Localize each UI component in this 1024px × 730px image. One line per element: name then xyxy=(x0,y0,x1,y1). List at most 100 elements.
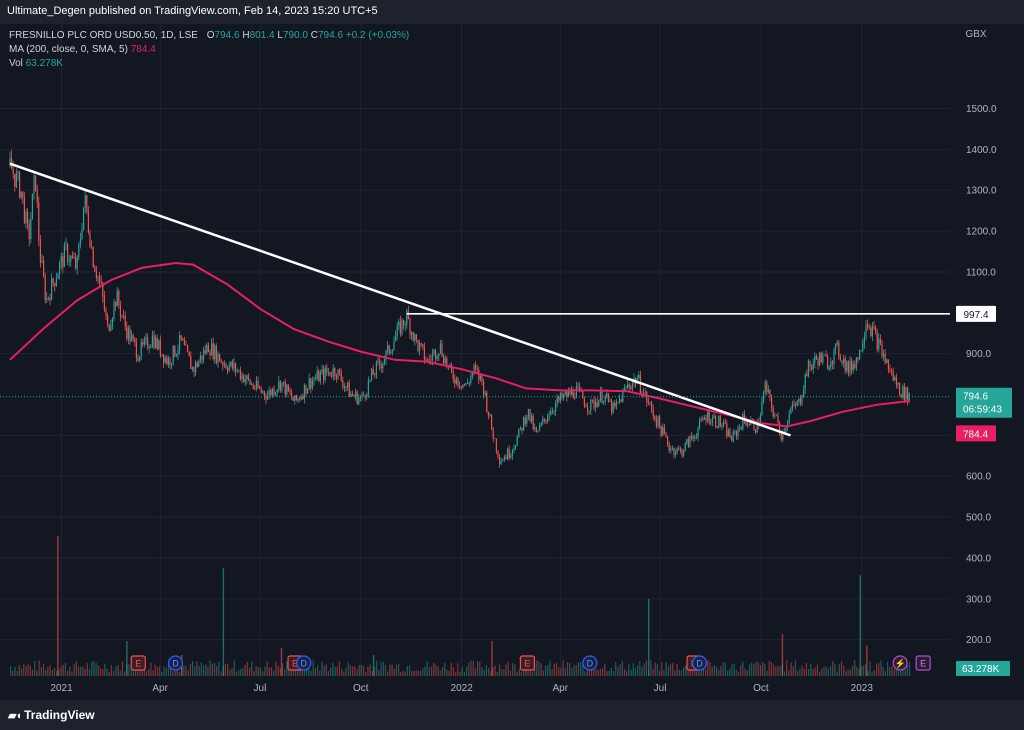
symbol-name[interactable]: FRESNILLO PLC ORD USD0.50, 1D, LSE xyxy=(9,30,198,41)
candle-body xyxy=(75,257,77,269)
volume-bar xyxy=(80,666,82,676)
volume-bar xyxy=(279,667,281,676)
candle-body xyxy=(435,349,437,359)
volume-bar xyxy=(476,661,479,676)
volume-bar xyxy=(183,665,185,676)
candle-body xyxy=(311,380,313,389)
candle-body xyxy=(142,342,144,345)
volume-bar xyxy=(733,663,735,676)
candle-body xyxy=(647,402,649,404)
candle-body xyxy=(401,319,403,334)
volume-bar xyxy=(472,660,474,676)
volume-bar xyxy=(801,665,803,676)
candle-body xyxy=(879,338,881,344)
volume-bar xyxy=(376,660,378,676)
volume-bar xyxy=(128,664,130,676)
volume-spike-1 xyxy=(126,641,128,676)
candle-body xyxy=(383,359,385,364)
volume-bar xyxy=(444,662,446,676)
candle-body xyxy=(723,422,725,426)
candle-body xyxy=(196,362,198,367)
candle-body xyxy=(67,244,69,262)
candle-body xyxy=(691,435,693,439)
volume-bar xyxy=(711,666,713,676)
volume-bar xyxy=(656,664,658,676)
candle-body xyxy=(627,384,629,388)
volume-bar xyxy=(264,666,266,676)
candle-body xyxy=(465,383,467,386)
candle-body xyxy=(667,436,669,445)
chart-area[interactable]: EDEDEDED⚡EGBX1500.01400.01300.01200.0110… xyxy=(0,24,1024,700)
volume-bar xyxy=(165,667,167,676)
low-label: L xyxy=(277,30,283,41)
volume-bar xyxy=(321,662,323,676)
volume-bar xyxy=(40,666,42,676)
volume-bar xyxy=(202,665,205,676)
volume-bar xyxy=(630,669,632,676)
candle-body xyxy=(740,427,742,430)
volume-bar xyxy=(536,660,538,676)
volume-bar xyxy=(253,670,255,676)
tradingview-logo[interactable]: ▰◖ TradingView xyxy=(8,708,95,722)
ma-label[interactable]: MA (200, close, 0, SMA, 5) xyxy=(9,44,128,55)
candle-body xyxy=(689,435,691,447)
volume-bar xyxy=(360,664,362,676)
candle-body xyxy=(471,372,473,377)
candle-body xyxy=(353,395,355,397)
candle-body xyxy=(102,283,104,297)
candle-body xyxy=(415,334,417,341)
candle-body xyxy=(628,384,630,388)
candle-body xyxy=(859,350,861,360)
volume-bar xyxy=(457,663,459,676)
candle-body xyxy=(124,315,126,327)
event-marker-label-1: D xyxy=(172,659,179,669)
volume-bar xyxy=(496,671,498,676)
volume-bar xyxy=(755,661,757,676)
volume-bar xyxy=(573,665,575,676)
event-marker-4 xyxy=(519,655,536,671)
candle-body xyxy=(387,345,389,351)
volume-bar xyxy=(834,663,836,676)
volume-bar xyxy=(455,671,457,676)
candle-body xyxy=(615,402,617,407)
volume-bar xyxy=(248,667,251,676)
candle-body xyxy=(739,427,741,429)
event-marker-label-0: E xyxy=(135,659,141,669)
candle-body xyxy=(870,327,872,336)
vol-label[interactable]: Vol xyxy=(9,58,23,69)
candle-body xyxy=(59,262,61,275)
volume-bar xyxy=(753,663,755,676)
candle-body xyxy=(892,371,894,381)
candle-body xyxy=(129,328,131,342)
candle-body xyxy=(356,391,358,404)
candle-body xyxy=(734,431,736,433)
candle-body xyxy=(355,391,357,397)
candle-body xyxy=(92,247,94,268)
candle-body xyxy=(676,447,678,453)
volume-bar xyxy=(130,669,132,676)
candle-body xyxy=(657,416,659,426)
candle-body xyxy=(838,342,840,357)
volume-bar xyxy=(580,661,582,676)
candle-body xyxy=(163,354,165,363)
chart-svg[interactable]: EDEDEDED⚡EGBX1500.01400.01300.01200.0110… xyxy=(0,24,1024,700)
candle-body xyxy=(839,356,841,361)
price-tick-10: 300.0 xyxy=(966,594,991,605)
volume-bar xyxy=(694,667,696,676)
candle-body xyxy=(420,343,422,345)
volume-bar xyxy=(523,669,525,676)
candle-body xyxy=(903,386,905,400)
candle-body xyxy=(494,438,496,440)
candle-body xyxy=(523,417,525,431)
candle-body xyxy=(347,382,349,387)
candle-body xyxy=(254,388,256,389)
volume-bar xyxy=(678,669,680,676)
volume-bar xyxy=(448,670,450,676)
candle-body xyxy=(591,399,593,401)
candle-body xyxy=(460,386,462,388)
candle-body xyxy=(174,345,176,357)
candle-body xyxy=(558,397,560,401)
candle-body xyxy=(235,363,237,372)
candle-body xyxy=(497,450,499,457)
volume-bar xyxy=(705,669,707,676)
